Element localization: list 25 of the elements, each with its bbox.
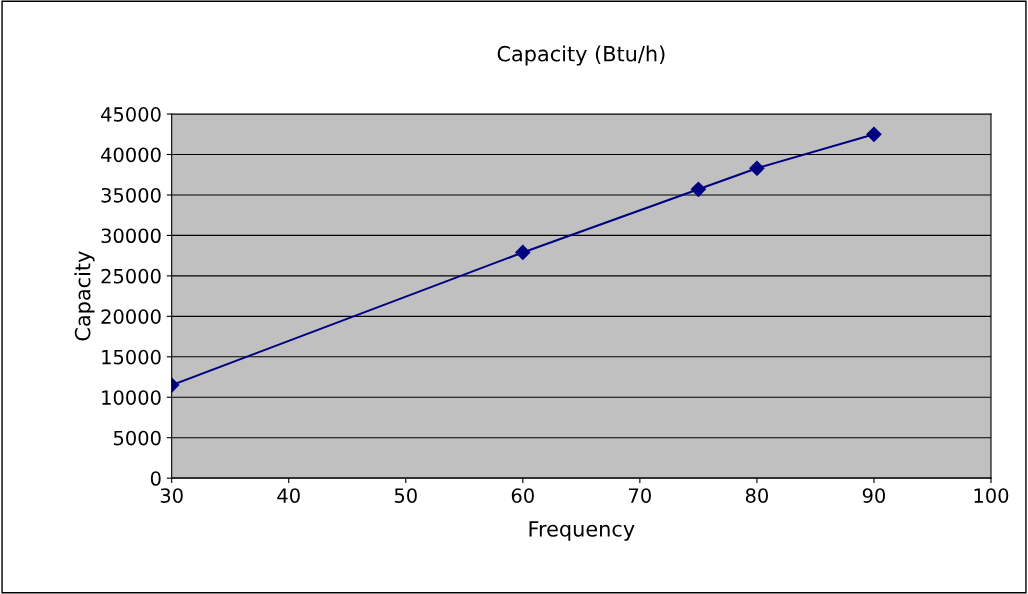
point bbox=[690, 181, 706, 197]
y-tick-label: 20000 bbox=[101, 309, 161, 324]
x-tick-label: 60 bbox=[511, 488, 534, 503]
y-tick-label: 10000 bbox=[102, 390, 161, 405]
x-tick-label: 40 bbox=[277, 488, 300, 503]
y-tick-label: 0 bbox=[150, 471, 161, 486]
x-tick-label: 100 bbox=[974, 488, 1009, 503]
y-tick-label: 45000 bbox=[101, 107, 161, 122]
x-tick-label: 30 bbox=[160, 488, 183, 503]
chart-title: Capacity (Btu/h) bbox=[497, 45, 665, 66]
y-tick-label: 35000 bbox=[101, 187, 161, 203]
y-tick-label: 40000 bbox=[101, 147, 161, 163]
y-axis-title: Capacity bbox=[74, 251, 95, 341]
y-tick-label: 15000 bbox=[102, 349, 161, 365]
x-tick-label: 70 bbox=[629, 488, 651, 503]
x-tick-label: 80 bbox=[745, 488, 768, 503]
point bbox=[515, 244, 531, 260]
y-tick-label: 25000 bbox=[101, 268, 161, 284]
x-tick-label: 50 bbox=[394, 488, 417, 503]
x-tick-label: 90 bbox=[862, 488, 886, 503]
x-axis-title: Frequency bbox=[529, 521, 635, 541]
point bbox=[866, 126, 882, 142]
y-tick-label: 30000 bbox=[101, 228, 161, 244]
point bbox=[749, 160, 765, 176]
y-tick-label: 5000 bbox=[113, 430, 161, 446]
